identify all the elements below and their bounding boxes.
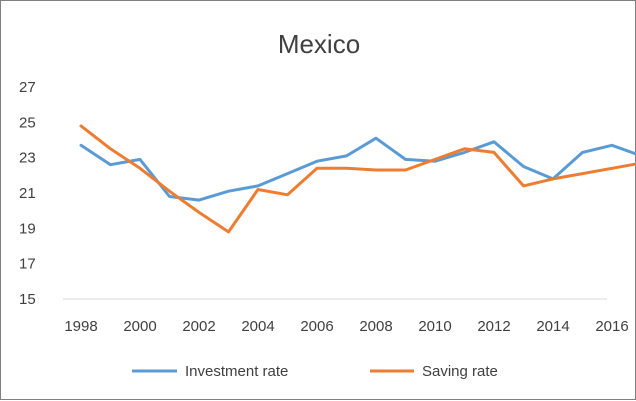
legend: Investment rate Saving rate [132, 363, 498, 380]
x-tick-label: 1998 [64, 318, 97, 335]
x-tick-label: 2002 [182, 318, 215, 335]
series-line-investment-rate [79, 136, 636, 202]
y-tick-label: 27 [19, 79, 36, 96]
series-line-saving-rate [79, 124, 636, 234]
chart-title: Mexico [278, 29, 360, 59]
x-tick-label: 2004 [241, 318, 274, 335]
legend-label: Investment rate [185, 363, 288, 380]
legend-label: Saving rate [422, 363, 498, 380]
x-tick-label: 2008 [359, 318, 392, 335]
y-tick-label: 19 [19, 220, 36, 237]
x-tick-label: 2012 [477, 318, 510, 335]
y-tick-label: 15 [19, 291, 36, 308]
x-tick-label: 2016 [595, 318, 628, 335]
y-tick-label: 17 [19, 256, 36, 273]
x-tick-label: 2006 [300, 318, 333, 335]
x-tick-label: 2000 [123, 318, 156, 335]
y-tick-label: 25 [19, 114, 36, 131]
y-tick-label: 23 [19, 150, 36, 167]
x-tick-label: 2014 [536, 318, 569, 335]
x-tick-label: 2010 [418, 318, 451, 335]
x-axis-ticks: 1998 2000 2002 2004 2006 2008 2010 2012 2014 2016 [64, 318, 628, 335]
series-lines [79, 124, 636, 234]
y-tick-label: 21 [19, 185, 36, 202]
y-axis-ticks: 15 17 19 21 23 25 27 [19, 79, 36, 308]
